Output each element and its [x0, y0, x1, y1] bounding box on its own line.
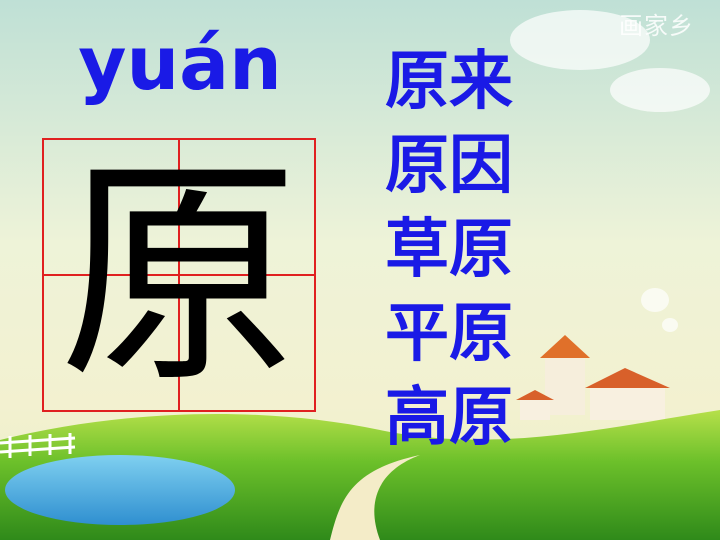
writing-grid [42, 138, 316, 412]
path-shape [330, 455, 420, 540]
word-item: 平原 [385, 297, 513, 371]
word-list: 原来 原因 草原 平原 高原 [385, 40, 535, 460]
word-item: 原因 [385, 129, 513, 203]
main-character: 原 [58, 135, 299, 415]
watermark-text: 画家乡 [619, 12, 694, 40]
pinyin-label: yuán [78, 21, 282, 107]
pond-shape [5, 455, 235, 525]
house-shape [516, 335, 670, 420]
word-item: 高原 [385, 381, 513, 455]
word-item: 草原 [385, 213, 513, 287]
word-item: 原来 [385, 45, 513, 119]
cloud-shape [510, 10, 710, 332]
fence-shape [0, 433, 76, 458]
